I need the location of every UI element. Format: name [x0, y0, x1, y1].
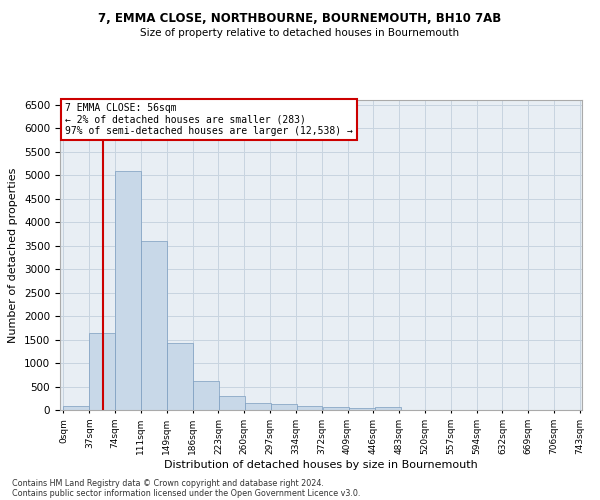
Bar: [219, 396, 245, 410]
Bar: [296, 406, 322, 410]
Bar: [167, 344, 193, 410]
Bar: [349, 408, 375, 410]
Bar: [115, 172, 141, 410]
Y-axis label: Number of detached properties: Number of detached properties: [8, 168, 19, 342]
Text: 7 EMMA CLOSE: 56sqm
← 2% of detached houses are smaller (283)
97% of semi-detach: 7 EMMA CLOSE: 56sqm ← 2% of detached hou…: [65, 103, 353, 136]
Text: Contains public sector information licensed under the Open Government Licence v3: Contains public sector information licen…: [12, 488, 361, 498]
Bar: [193, 381, 219, 410]
Bar: [375, 407, 401, 410]
Bar: [271, 404, 296, 410]
Text: Contains HM Land Registry data © Crown copyright and database right 2024.: Contains HM Land Registry data © Crown c…: [12, 478, 324, 488]
Bar: [89, 332, 115, 410]
Text: Size of property relative to detached houses in Bournemouth: Size of property relative to detached ho…: [140, 28, 460, 38]
Bar: [245, 402, 271, 410]
Text: 7, EMMA CLOSE, NORTHBOURNE, BOURNEMOUTH, BH10 7AB: 7, EMMA CLOSE, NORTHBOURNE, BOURNEMOUTH,…: [98, 12, 502, 26]
X-axis label: Distribution of detached houses by size in Bournemouth: Distribution of detached houses by size …: [164, 460, 478, 469]
Bar: [141, 241, 167, 410]
Bar: [64, 406, 89, 410]
Bar: [323, 407, 349, 410]
